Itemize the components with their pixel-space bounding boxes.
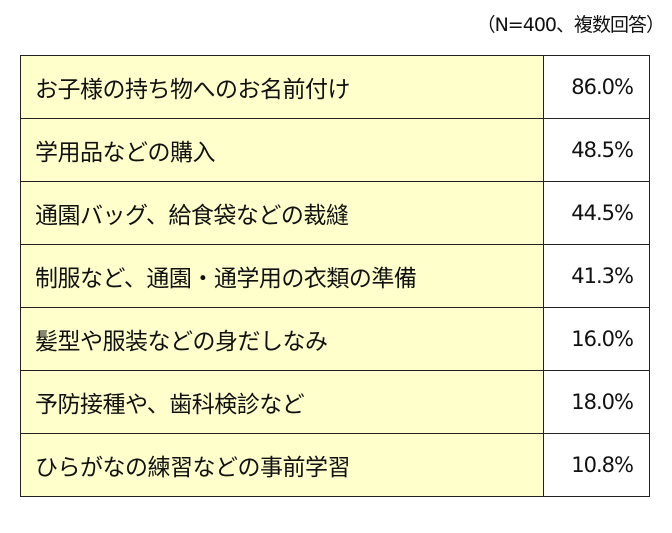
row-value: 44.5% (543, 181, 650, 245)
row-value: 41.3% (543, 244, 650, 308)
row-label: 学用品などの購入 (20, 118, 544, 182)
row-value: 86.0% (543, 55, 650, 119)
table-row: 制服など、通園・通学用の衣類の準備 41.3% (20, 244, 650, 308)
row-value: 16.0% (543, 307, 650, 371)
row-label: お子様の持ち物へのお名前付け (20, 55, 544, 119)
results-table: お子様の持ち物へのお名前付け 86.0% 学用品などの購入 48.5% 通園バッグ、給食… (20, 55, 650, 497)
row-value: 18.0% (543, 370, 650, 434)
row-value: 10.8% (543, 433, 650, 497)
row-label: 制服など、通園・通学用の衣類の準備 (20, 244, 544, 308)
table-row: ひらがなの練習などの事前学習 10.8% (20, 433, 650, 497)
table-row: 学用品などの購入 48.5% (20, 118, 650, 182)
row-label: 通園バッグ、給食袋などの裁縫 (20, 181, 544, 245)
table-row: 予防接種や、歯科検診など 18.0% (20, 370, 650, 434)
table-row: お子様の持ち物へのお名前付け 86.0% (20, 55, 650, 119)
table-row: 髪型や服装などの身だしなみ 16.0% (20, 307, 650, 371)
sample-note: （N=400、複数回答） (476, 14, 665, 36)
row-label: 予防接種や、歯科検診など (20, 370, 544, 434)
row-value: 48.5% (543, 118, 650, 182)
table-row: 通園バッグ、給食袋などの裁縫 44.5% (20, 181, 650, 245)
row-label: 髪型や服装などの身だしなみ (20, 307, 544, 371)
row-label: ひらがなの練習などの事前学習 (20, 433, 544, 497)
